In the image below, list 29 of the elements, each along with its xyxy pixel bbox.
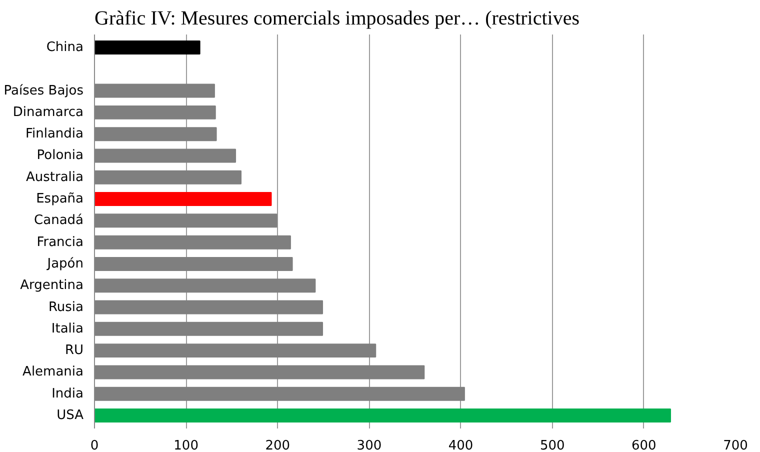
- x-tick-label: 600: [632, 438, 656, 452]
- y-tick-label: Finlandia: [25, 126, 84, 142]
- y-tick-label: Polonia: [36, 148, 84, 164]
- x-tick-label: 200: [265, 438, 290, 452]
- y-tick-label: Japón: [46, 256, 84, 272]
- x-tick-label: 300: [356, 438, 382, 452]
- bar: [94, 192, 272, 206]
- y-tick-label: Alemania: [22, 364, 84, 380]
- y-tick-label: RU: [64, 343, 84, 358]
- y-tick-label: USA: [56, 408, 84, 424]
- chart-title: Gràfic IV: Mesures comercials imposades per… (restrictives: [94, 8, 580, 30]
- x-tick-label: 100: [174, 438, 198, 452]
- y-tick-label: Italia: [51, 321, 84, 336]
- y-tick-label: Argentina: [20, 278, 84, 294]
- x-tick-label: 0: [90, 438, 99, 452]
- x-tick-label: 400: [448, 438, 474, 452]
- y-tick-label: España: [36, 192, 84, 207]
- y-tick-label: Canadá: [34, 213, 84, 228]
- x-tick-label: 700: [723, 438, 748, 452]
- bar: [94, 40, 200, 54]
- y-tick-label: Australia: [26, 170, 84, 185]
- y-tick-label: Dinamarca: [12, 104, 84, 120]
- x-tick-label: 500: [540, 438, 565, 452]
- bar: [94, 408, 671, 423]
- y-tick-label: Francia: [36, 234, 84, 250]
- y-tick-label: Rusia: [48, 300, 84, 315]
- y-tick-label: India: [52, 386, 84, 402]
- y-tick-label: Países Bajos: [4, 83, 84, 98]
- y-tick-label: China: [46, 40, 84, 55]
